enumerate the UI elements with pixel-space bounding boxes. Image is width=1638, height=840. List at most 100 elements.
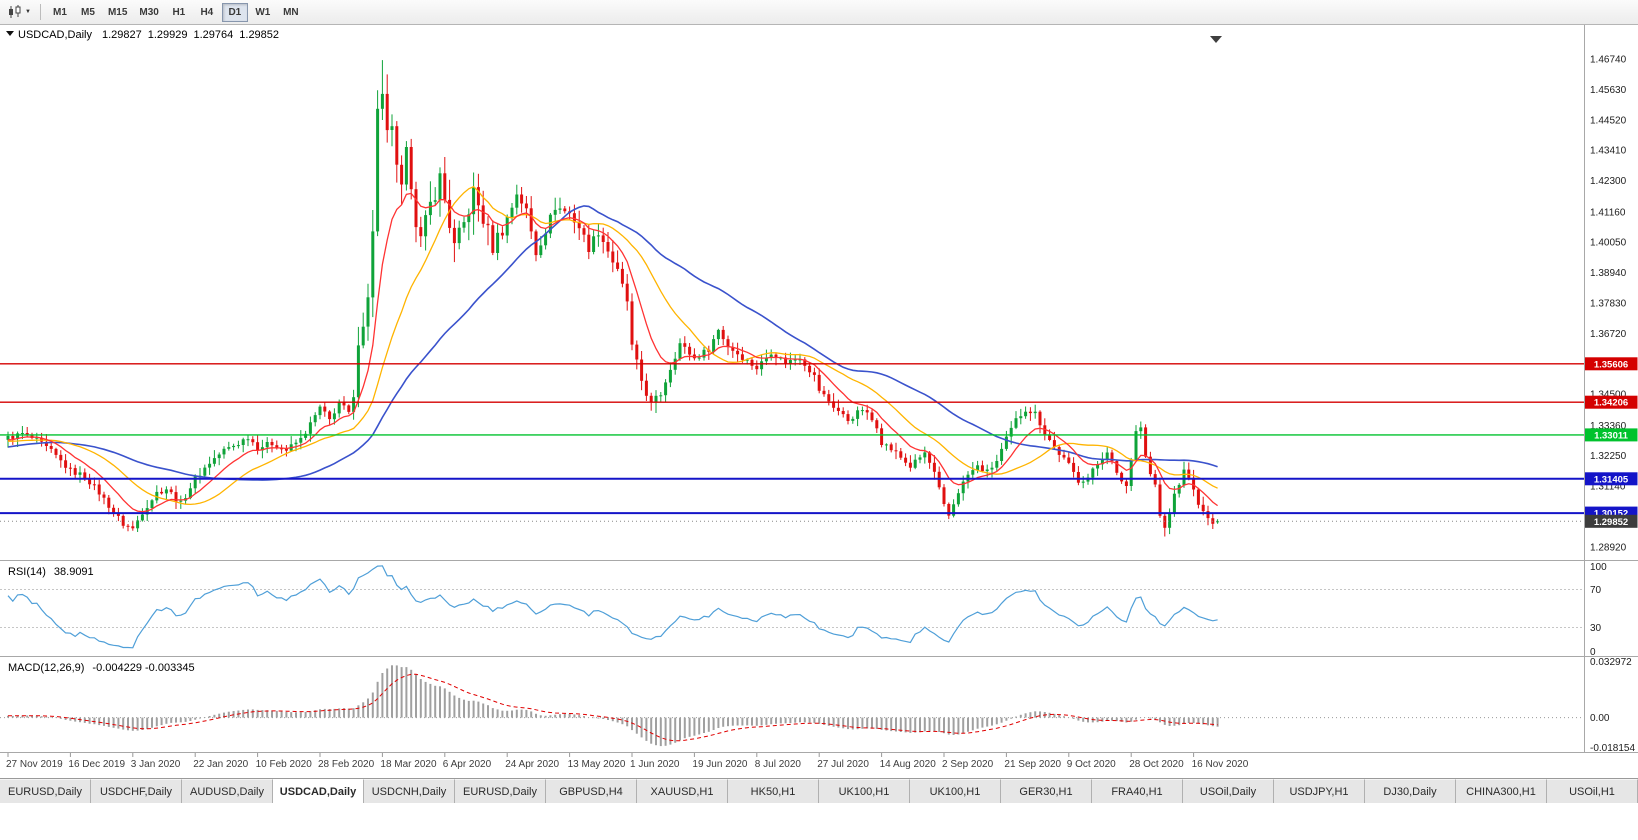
- rsi-header: RSI(14) 38.9091: [8, 566, 94, 578]
- date-axis: 27 Nov 2019 16 Dec 2019 3 Jan 2020 22 Jan 2…: [6, 753, 1249, 770]
- price-tick: 1.34500: [1590, 390, 1627, 401]
- macd-panel: 0.032972 0.00 -0.018154: [0, 657, 1635, 754]
- symbol-tab-3-usdcad-daily[interactable]: USDCAD,Daily: [273, 779, 364, 803]
- toolbar-separator: [39, 4, 41, 20]
- chart-symbol-label: USDCAD,Daily: [18, 29, 92, 41]
- timeframe-toolbar: ▼ M1 M5 M15 M30 H1 H4 D1 W1 MN: [0, 0, 1638, 25]
- price-tick: 1.38940: [1590, 268, 1627, 279]
- ohlc-low: 1.29764: [194, 29, 234, 41]
- symbol-tab-7-xauusd-h1[interactable]: XAUUSD,H1: [637, 779, 728, 803]
- last-price-badge: [1584, 514, 1638, 528]
- symbol-tab-11-ger30-h1[interactable]: GER30,H1: [1001, 779, 1092, 803]
- symbol-tab-13-usoil-daily[interactable]: USOil,Daily: [1183, 779, 1274, 803]
- date-label: 21 Sep 2020: [1004, 759, 1061, 770]
- macd-tick: 0.00: [1590, 713, 1610, 724]
- price-tick: 1.43410: [1590, 146, 1627, 157]
- date-label: 24 Apr 2020: [505, 759, 559, 770]
- date-label: 28 Oct 2020: [1129, 759, 1184, 770]
- symbol-tab-8-hk50-h1[interactable]: HK50,H1: [728, 779, 819, 803]
- moving-average-lines: [7, 185, 1218, 513]
- price-tick: 1.32250: [1590, 451, 1627, 462]
- price-tick: 1.46740: [1590, 55, 1627, 66]
- chart-ohlc-header: USDCAD,Daily 1.29827 1.29929 1.29764 1.29852: [18, 29, 279, 41]
- price-tick: 1.40050: [1590, 238, 1627, 249]
- symbol-tab-6-gbpusd-h4[interactable]: GBPUSD,H4: [546, 779, 637, 803]
- symbol-tab-14-usdjpy-h1[interactable]: USDJPY,H1: [1274, 779, 1365, 803]
- symbol-tab-0-eurusd-daily[interactable]: EURUSD,Daily: [0, 779, 91, 803]
- horizontal-levels: [0, 363, 1584, 522]
- price-tick: 1.41160: [1590, 207, 1626, 218]
- candlestick-chart-icon: [9, 5, 21, 18]
- trading-chart[interactable]: 1.46740 1.45630 1.44520 1.43410 1.42300 1.411…: [0, 24, 1638, 778]
- date-label: 16 Nov 2020: [1192, 759, 1249, 770]
- timeframe-button-h1[interactable]: H1: [166, 3, 192, 22]
- date-label: 16 Dec 2019: [68, 759, 125, 770]
- symbol-tab-10-uk100-h1[interactable]: UK100,H1: [910, 779, 1001, 803]
- svg-text:1.31405: 1.31405: [1594, 474, 1629, 485]
- macd-tick: -0.018154: [1590, 743, 1635, 754]
- timeframe-button-m5[interactable]: M5: [75, 3, 101, 22]
- chart-type-button[interactable]: ▼: [3, 2, 35, 22]
- caret-down-icon: ▼: [25, 9, 31, 15]
- price-scale: 1.46740 1.45630 1.44520 1.43410 1.42300 1.411…: [1584, 55, 1638, 553]
- date-label: 9 Oct 2020: [1067, 759, 1116, 770]
- timeframe-button-w1[interactable]: W1: [250, 3, 276, 22]
- symbol-tab-17-usoil-h1[interactable]: USOil,H1: [1547, 779, 1638, 803]
- timeframe-button-h4[interactable]: H4: [194, 3, 220, 22]
- date-label: 10 Feb 2020: [256, 759, 313, 770]
- chart-collapse-icon[interactable]: [6, 31, 14, 36]
- svg-text:1.34206: 1.34206: [1594, 398, 1628, 409]
- timeframe-group: M1 M5 M15 M30 H1 H4 D1 W1 MN: [46, 2, 305, 22]
- svg-text:1.29852: 1.29852: [1594, 517, 1628, 528]
- candlestick-series: [6, 60, 1220, 537]
- date-label: 13 May 2020: [568, 759, 626, 770]
- price-tick: 1.36720: [1590, 329, 1627, 340]
- date-label: 8 Jul 2020: [755, 759, 802, 770]
- timeframe-button-m1[interactable]: M1: [47, 3, 73, 22]
- rsi-tick: 100: [1590, 562, 1607, 573]
- ma-fast-line: [7, 192, 1218, 513]
- chart-shift-marker[interactable]: [1210, 36, 1222, 43]
- symbol-tab-16-china300-h1[interactable]: CHINA300,H1: [1456, 779, 1547, 803]
- symbol-tab-2-audusd-daily[interactable]: AUDUSD,Daily: [182, 779, 273, 803]
- price-tick: 1.37830: [1590, 298, 1627, 309]
- symbol-tab-9-uk100-h1[interactable]: UK100,H1: [819, 779, 910, 803]
- svg-text:1.33011: 1.33011: [1594, 430, 1629, 441]
- rsi-value: 38.9091: [54, 566, 94, 578]
- symbol-tab-12-fra40-h1[interactable]: FRA40,H1: [1092, 779, 1183, 803]
- svg-text:1.35606: 1.35606: [1594, 359, 1628, 370]
- ohlc-close: 1.29852: [239, 29, 279, 41]
- macd-tick: 0.032972: [1590, 657, 1632, 668]
- rsi-tick: 0: [1590, 647, 1596, 658]
- timeframe-button-m30[interactable]: M30: [134, 3, 163, 22]
- date-label: 27 Jul 2020: [817, 759, 869, 770]
- date-label: 28 Feb 2020: [318, 759, 375, 770]
- date-label: 14 Aug 2020: [880, 759, 937, 770]
- symbol-tab-15-dj30-daily[interactable]: DJ30,Daily: [1365, 779, 1456, 803]
- symbol-tab-1-usdchf-daily[interactable]: USDCHF,Daily: [91, 779, 182, 803]
- price-badge-1.34206: [1584, 395, 1638, 409]
- price-tick: 1.44520: [1590, 115, 1627, 126]
- date-label: 2 Sep 2020: [942, 759, 994, 770]
- rsi-line: [7, 565, 1218, 649]
- timeframe-button-m15[interactable]: M15: [103, 3, 132, 22]
- price-tick: 1.28920: [1590, 542, 1627, 553]
- panel-frames: [0, 24, 1638, 753]
- date-label: 27 Nov 2019: [6, 759, 63, 770]
- symbol-tab-4-usdcnh-daily[interactable]: USDCNH,Daily: [364, 779, 455, 803]
- date-label: 19 Jun 2020: [692, 759, 747, 770]
- rsi-tick: 30: [1590, 623, 1602, 634]
- macd-signal-line: [8, 673, 1218, 742]
- rsi-panel: 100 70 30 0: [0, 562, 1607, 658]
- price-badge-1.35606: [1584, 357, 1638, 371]
- symbol-tab-5-eurusd-daily[interactable]: EURUSD,Daily: [455, 779, 546, 803]
- svg-text:1.30152: 1.30152: [1594, 509, 1628, 520]
- date-label: 1 Jun 2020: [630, 759, 680, 770]
- timeframe-button-mn[interactable]: MN: [278, 3, 304, 22]
- ohlc-open: 1.29827: [102, 29, 142, 41]
- date-label: 22 Jan 2020: [193, 759, 248, 770]
- price-tick: 1.31140: [1590, 482, 1626, 493]
- price-tick: 1.33360: [1590, 421, 1627, 432]
- timeframe-button-d1[interactable]: D1: [221, 2, 248, 22]
